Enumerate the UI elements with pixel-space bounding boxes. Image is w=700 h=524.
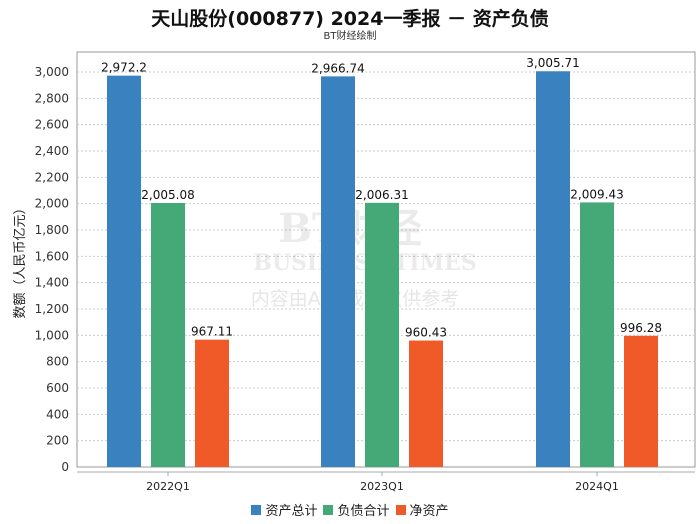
data-label: 2,009.43 [570, 187, 623, 201]
bar-2-2024Q1 [580, 202, 614, 467]
bar-3-2024Q1 [624, 335, 658, 467]
y-tick-label: 1,200 [35, 302, 69, 316]
data-label: 996.28 [620, 321, 662, 335]
y-tick-label: 1,400 [35, 276, 69, 290]
x-tick-label: 2022Q1 [146, 480, 190, 493]
legend-label: 净资产 [409, 504, 449, 519]
y-axis-label: 数额（人民币亿元） [13, 201, 28, 318]
y-tick-label: 600 [46, 381, 69, 395]
legend-label: 负债合计 [337, 504, 390, 519]
y-tick-label: 0 [61, 460, 69, 474]
y-tick-label: 1,000 [35, 328, 69, 342]
data-label: 2,972.2 [101, 61, 147, 75]
legend-item[interactable]: 资产总计 [251, 500, 317, 519]
legend-item[interactable]: 净资产 [395, 500, 449, 519]
data-label: 2,006.31 [355, 188, 408, 202]
data-label: 967.11 [191, 325, 233, 339]
data-label: 3,005.71 [526, 56, 579, 70]
y-tick-label: 3,000 [35, 65, 69, 79]
legend-swatch [251, 504, 262, 515]
legend: 资产总计 负债合计 净资产 [0, 500, 700, 519]
x-tick-label: 2024Q1 [575, 480, 619, 493]
bar-1-2024Q1 [536, 71, 570, 468]
y-tick-label: 1,600 [35, 249, 69, 263]
legend-swatch [323, 504, 334, 515]
bar-2-2022Q1 [151, 202, 185, 467]
y-tick-label: 200 [46, 434, 69, 448]
bar-1-2023Q1 [321, 76, 355, 467]
x-tick-label: 2023Q1 [360, 480, 404, 493]
legend-swatch [395, 504, 406, 515]
bar-1-2022Q1 [107, 75, 141, 467]
y-tick-label: 2,600 [35, 118, 69, 132]
y-tick-label: 1,800 [35, 223, 69, 237]
bar-3-2023Q1 [409, 340, 443, 467]
y-tick-label: 400 [46, 407, 69, 421]
bar-3-2022Q1 [195, 339, 229, 467]
y-tick-label: 800 [46, 355, 69, 369]
y-tick-label: 2,200 [35, 170, 69, 184]
chart-title: 天山股份(000877) 2024一季报 － 资产负债 [151, 8, 549, 30]
bar-2-2023Q1 [365, 202, 399, 467]
data-label: 2,966.74 [311, 61, 364, 75]
legend-label: 资产总计 [265, 504, 318, 519]
data-label: 2,005.08 [141, 188, 194, 202]
y-tick-label: 2,000 [35, 197, 69, 211]
y-tick-label: 2,800 [35, 91, 69, 105]
data-label: 960.43 [405, 326, 447, 340]
legend-item[interactable]: 负债合计 [323, 500, 390, 519]
y-tick-label: 2,400 [35, 144, 69, 158]
chart-subtitle: BT财经绘制 [323, 31, 377, 42]
